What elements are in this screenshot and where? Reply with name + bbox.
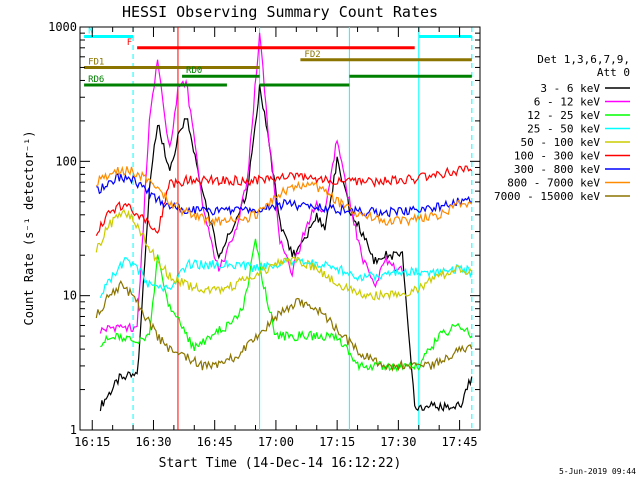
- series-line: [96, 173, 472, 218]
- vertical-markers: [132, 27, 473, 430]
- x-tick-label: 17:00: [258, 435, 294, 449]
- state-bars: N F FD1 FD2 RD0 RD6: [84, 26, 472, 87]
- plot-frame: [79, 26, 481, 431]
- x-tick-label: 17:45: [442, 435, 478, 449]
- x-tick-label: 16:15: [74, 435, 110, 449]
- x-tick-label: 17:15: [319, 435, 355, 449]
- legend-entry-label: 3 - 6 keV: [540, 82, 600, 95]
- x-tick-label: 16:45: [197, 435, 233, 449]
- x-tick-label: 16:30: [135, 435, 171, 449]
- y-tick-label: 1: [70, 423, 77, 437]
- legend-header-line: Att 0: [597, 66, 630, 79]
- state-bar-label: F: [127, 38, 132, 48]
- legend-entry-label: 6 - 12 keV: [534, 96, 601, 109]
- state-bar-label: FD2: [304, 50, 320, 60]
- series-line: [95, 165, 473, 236]
- series-lines: [95, 32, 473, 412]
- state-bar-label: FD1: [88, 57, 104, 67]
- series-line: [96, 165, 473, 227]
- legend-entry-label: 50 - 100 keV: [521, 136, 601, 149]
- series-line: [100, 238, 473, 373]
- state-bar-label: RD0: [186, 66, 202, 76]
- legend-entry-label: 25 - 50 keV: [527, 123, 600, 136]
- x-axis-label: Start Time (14-Dec-14 16:12:22): [159, 456, 402, 471]
- x-axis: 16:15 16:30 16:45 17:00 17:15 17:30 17:45: [74, 27, 481, 449]
- series-line: [95, 208, 473, 301]
- y-tick-label: 10: [63, 289, 77, 303]
- y-tick-label: 1000: [48, 20, 77, 34]
- y-axis: 1 10 100 1000: [48, 20, 480, 437]
- legend-entry-label: 100 - 300 keV: [514, 150, 600, 163]
- legend-header-line: Det 1,3,6,7,9,: [537, 53, 630, 66]
- series-line: [99, 84, 473, 412]
- y-axis-label: Count Rate (s⁻¹ detector⁻¹): [22, 130, 36, 325]
- plot-area: N F FD1 FD2 RD0 RD6: [79, 26, 481, 431]
- series-line: [99, 32, 403, 334]
- y-tick-label: 100: [55, 154, 77, 168]
- legend-entry-label: 800 - 7000 keV: [507, 177, 600, 190]
- legend-entry-label: 7000 - 15000 keV: [494, 190, 600, 203]
- legend-entry-label: 12 - 25 keV: [527, 109, 600, 122]
- chart-title: HESSI Observing Summary Count Rates: [122, 3, 438, 21]
- state-bar-label: RD6: [88, 75, 104, 85]
- series-line: [95, 279, 473, 372]
- date-stamp: 5-Jun-2019 09:44: [559, 467, 636, 476]
- state-bar-label: N: [88, 26, 93, 36]
- x-tick-label: 17:30: [380, 435, 416, 449]
- legend-entry-label: 300 - 800 keV: [514, 163, 600, 176]
